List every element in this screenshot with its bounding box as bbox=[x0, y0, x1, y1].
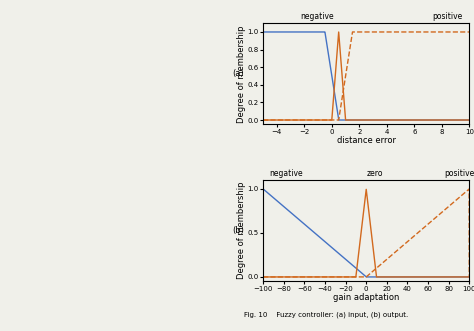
Text: negative: negative bbox=[269, 169, 303, 178]
Text: Fig. 10    Fuzzy controller: (a) input, (b) output.: Fig. 10 Fuzzy controller: (a) input, (b)… bbox=[244, 311, 409, 318]
Text: (a): (a) bbox=[232, 69, 244, 78]
X-axis label: gain adaptation: gain adaptation bbox=[333, 293, 400, 302]
Text: zero: zero bbox=[366, 169, 383, 178]
Text: positive: positive bbox=[432, 12, 463, 21]
Y-axis label: Degree of membership: Degree of membership bbox=[237, 25, 246, 122]
X-axis label: distance error: distance error bbox=[337, 136, 396, 145]
Text: positive: positive bbox=[445, 169, 474, 178]
Text: (b): (b) bbox=[232, 226, 244, 235]
Text: negative: negative bbox=[300, 12, 334, 21]
Y-axis label: Degree of membership: Degree of membership bbox=[237, 182, 246, 279]
